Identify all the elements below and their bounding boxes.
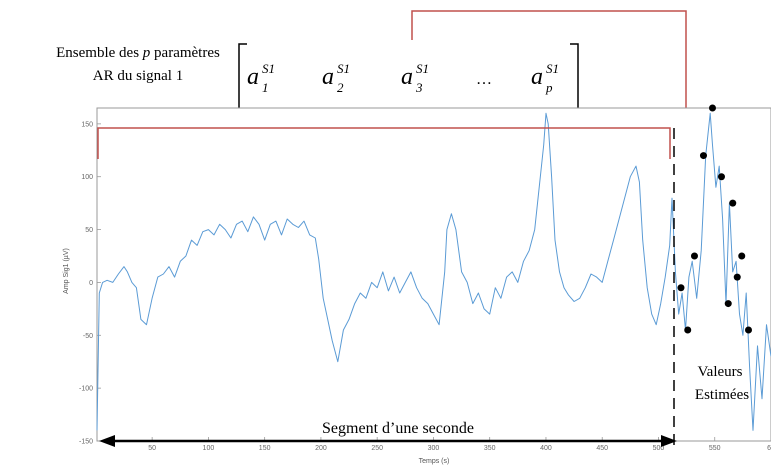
svg-text:a: a bbox=[401, 64, 413, 90]
estimated-values-label-line2: Estimées bbox=[695, 387, 749, 403]
signal-series bbox=[96, 112, 771, 431]
matrix-entry: … bbox=[476, 71, 492, 88]
y-axis-label: Amp Sig1 (µV) bbox=[63, 248, 70, 294]
matrix-entry: a S1 2 bbox=[322, 61, 350, 95]
signal-line bbox=[671, 112, 771, 431]
y-tick-label: 100 bbox=[81, 174, 93, 181]
svg-text:…: … bbox=[476, 71, 492, 88]
y-tick-label: 0 bbox=[89, 280, 93, 287]
x-tick-label: 450 bbox=[596, 445, 608, 452]
x-tick-label: 400 bbox=[540, 445, 552, 452]
x-tick-label: 100 bbox=[203, 445, 215, 452]
y-tick-label: -100 bbox=[79, 386, 93, 393]
x-axis-label: Temps (s) bbox=[419, 458, 450, 465]
estimated-point bbox=[733, 273, 741, 281]
svg-text:S1: S1 bbox=[262, 61, 275, 76]
estimated-point bbox=[717, 173, 725, 181]
x-tick-label: 550 bbox=[709, 445, 721, 452]
svg-text:1: 1 bbox=[262, 80, 269, 95]
matrix-entry: a S1 3 bbox=[401, 61, 429, 95]
x-tick-label: 300 bbox=[428, 445, 440, 452]
x-tick-label: 150 bbox=[259, 445, 271, 452]
y-tick-label: -50 bbox=[83, 333, 93, 340]
plot-frame bbox=[96, 107, 771, 442]
estimated-point bbox=[699, 152, 707, 160]
estimated-values-label-line1: Valeurs bbox=[698, 364, 743, 380]
svg-text:S1: S1 bbox=[337, 61, 350, 76]
ar-params-label-line2: AR du signal 1 bbox=[93, 68, 183, 84]
x-tick-label: 250 bbox=[371, 445, 383, 452]
svg-text:a: a bbox=[322, 64, 334, 90]
estimated-point bbox=[708, 104, 716, 112]
matrix-entry: a S1 1 bbox=[247, 61, 275, 95]
x-tick-label: 350 bbox=[484, 445, 496, 452]
svg-text:a: a bbox=[247, 64, 259, 90]
svg-text:S1: S1 bbox=[416, 61, 429, 76]
y-tick-label: -150 bbox=[79, 439, 93, 446]
svg-text:a: a bbox=[531, 64, 543, 90]
x-tick-label: 50 bbox=[148, 445, 156, 452]
estimated-point bbox=[724, 300, 732, 308]
svg-text:p: p bbox=[545, 80, 553, 95]
segment-label: Segment d’une seconde bbox=[322, 420, 474, 437]
segment-span-arrow bbox=[99, 435, 677, 447]
x-tick-label: 60 bbox=[767, 445, 771, 452]
y-tick-label: 150 bbox=[81, 121, 93, 128]
svg-text:2: 2 bbox=[337, 80, 344, 95]
axis-ticks: 5010015020025030035040045050055060-150-1… bbox=[79, 121, 771, 452]
ar-params-label-line1: Ensemble des p paramètres bbox=[56, 45, 220, 61]
signal-plot: 5010015020025030035040045050055060-150-1… bbox=[63, 104, 771, 465]
x-tick-label: 200 bbox=[315, 445, 327, 452]
matrix-entry: a S1 p bbox=[531, 61, 559, 95]
estimated-point bbox=[744, 326, 752, 334]
svg-text:S1: S1 bbox=[546, 61, 559, 76]
estimated-point bbox=[690, 252, 698, 260]
estimated-points bbox=[677, 104, 752, 334]
estimated-point bbox=[729, 199, 737, 207]
x-tick-label: 500 bbox=[653, 445, 665, 452]
signal-line bbox=[96, 112, 673, 431]
svg-text:3: 3 bbox=[415, 80, 423, 95]
estimated-point bbox=[684, 326, 692, 334]
y-tick-label: 50 bbox=[85, 227, 93, 234]
estimated-point bbox=[677, 284, 685, 292]
segment-bracket bbox=[97, 127, 671, 159]
estimated-point bbox=[738, 252, 746, 260]
